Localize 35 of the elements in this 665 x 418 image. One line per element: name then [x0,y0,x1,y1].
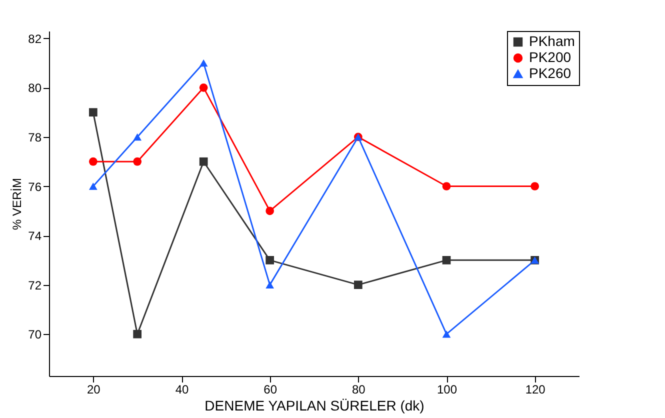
point [530,182,540,190]
point [442,330,451,338]
point [199,84,208,92]
y-tick-label: 74 [28,229,42,244]
point [133,133,142,141]
y-tick-label: 70 [28,328,42,342]
y-tick-label: 78 [28,130,42,144]
y-tick-label: 72 [28,278,42,292]
y-tick-label: 76 [28,180,42,194]
x-tick-label: 120 [525,382,546,396]
y-tick-label: 82 [28,32,42,46]
x-tick-label: 100 [436,382,458,396]
point [442,182,451,190]
point [199,59,208,67]
point [266,206,274,216]
point [354,280,362,290]
legend-label: PK200 [529,49,572,65]
point [133,157,142,166]
point [133,330,142,338]
x-tick-label: 80 [352,382,366,396]
point [88,108,98,117]
point [266,256,274,264]
point [199,157,208,166]
y-tick-label: 80 [28,81,42,96]
point [266,281,274,288]
x-tick-label: 20 [86,382,101,396]
legend-label: PK260 [529,65,572,81]
y-axis-title: % VERİM [10,178,24,230]
point [88,182,98,190]
x-axis-title: DENEME YAPILAN SÜRELER (dk) [204,398,424,414]
x-tick-label: 60 [264,382,278,396]
point [442,256,451,264]
point [88,157,98,166]
legend-label: PKham [529,33,575,49]
x-tick-label: 40 [175,382,189,396]
